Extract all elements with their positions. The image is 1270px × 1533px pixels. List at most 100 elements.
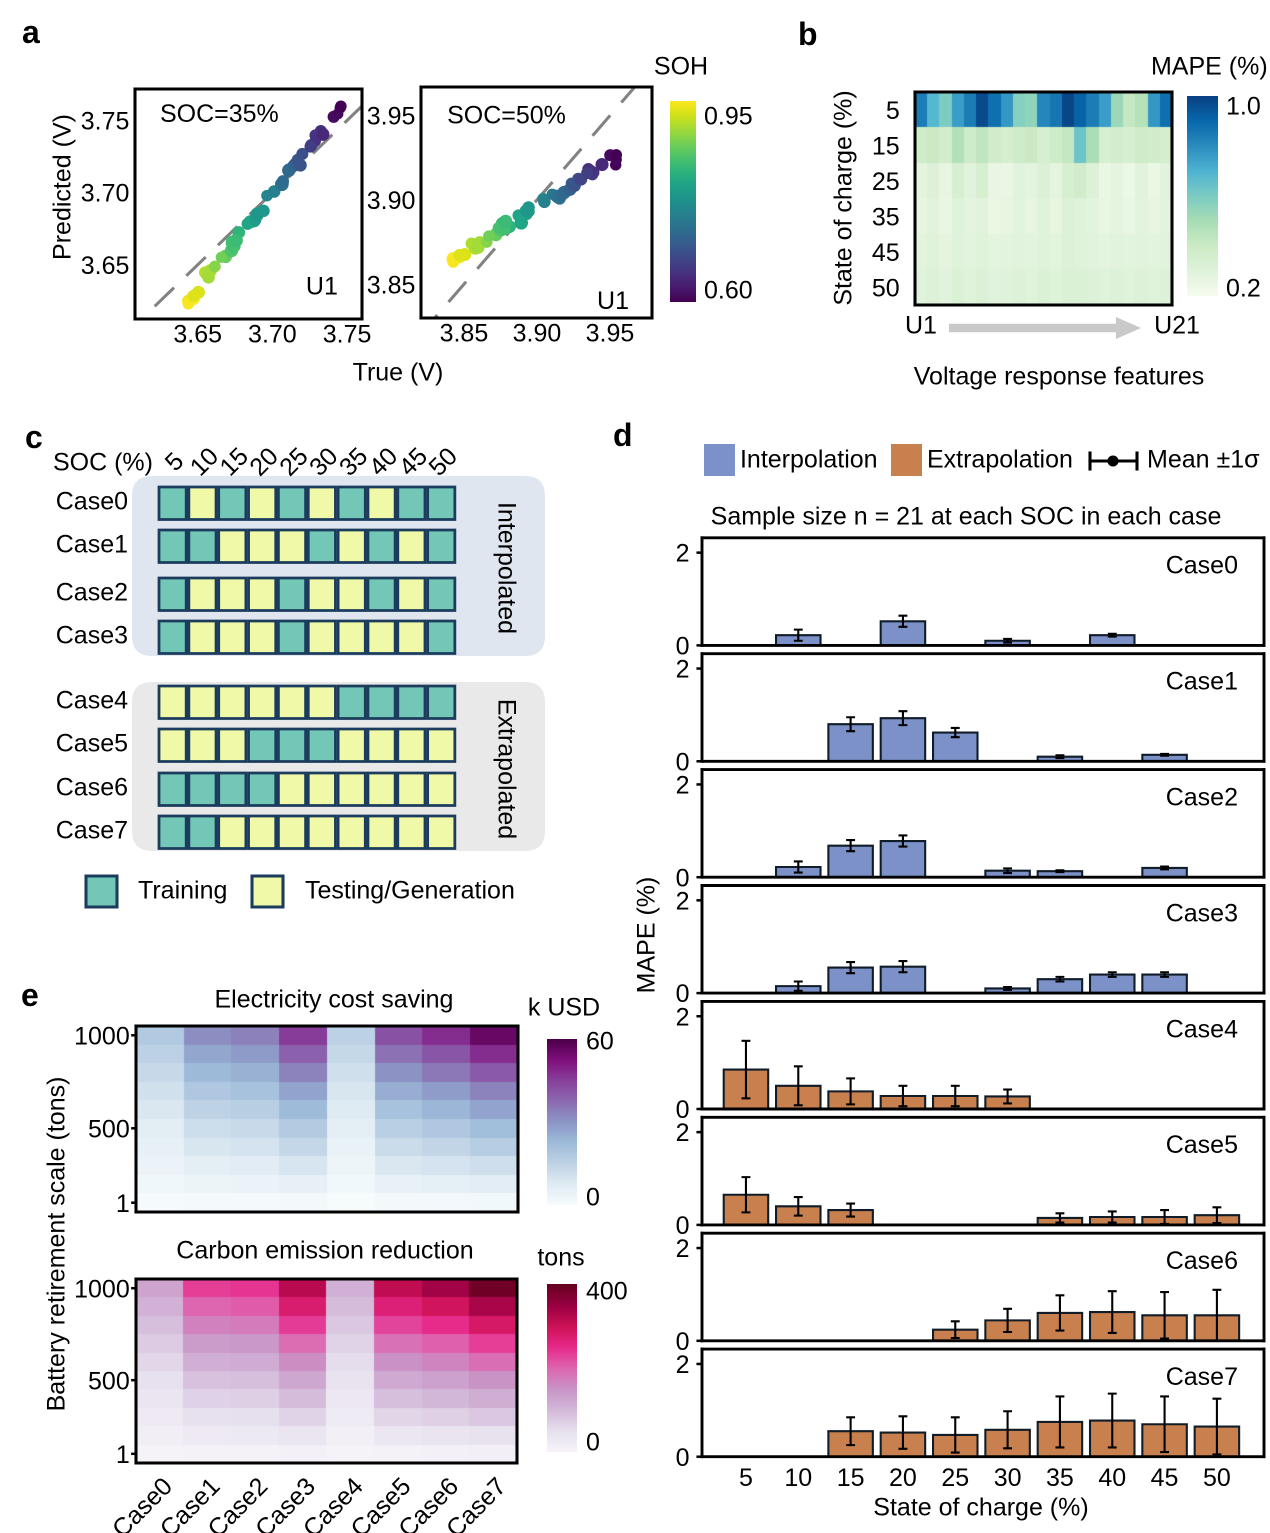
svg-text:Electricity cost saving: Electricity cost saving	[215, 985, 454, 1013]
svg-text:3.75: 3.75	[323, 321, 372, 349]
svg-text:0: 0	[676, 1328, 690, 1356]
svg-text:0.95: 0.95	[704, 102, 753, 130]
svg-text:U1: U1	[306, 272, 338, 300]
svg-text:Testing/Generation: Testing/Generation	[305, 876, 515, 904]
svg-text:tons: tons	[537, 1243, 584, 1271]
svg-text:50: 50	[872, 274, 900, 302]
svg-text:Case0: Case0	[56, 488, 128, 516]
svg-text:0: 0	[676, 1096, 690, 1124]
svg-text:0: 0	[676, 748, 690, 776]
svg-text:400: 400	[586, 1277, 628, 1305]
svg-text:500: 500	[88, 1367, 130, 1395]
svg-text:Case5: Case5	[56, 730, 128, 758]
svg-text:Case4: Case4	[1166, 1015, 1238, 1043]
svg-text:U21: U21	[1154, 311, 1200, 339]
svg-text:500: 500	[88, 1115, 130, 1143]
svg-text:60: 60	[586, 1027, 614, 1055]
svg-text:2: 2	[676, 1235, 690, 1263]
svg-text:0: 0	[676, 1212, 690, 1240]
svg-text:0.60: 0.60	[704, 276, 753, 304]
svg-text:Case1: Case1	[1166, 668, 1238, 696]
svg-text:Carbon emission reduction: Carbon emission reduction	[176, 1236, 473, 1264]
svg-text:Case5: Case5	[1166, 1131, 1238, 1159]
svg-text:2: 2	[676, 887, 690, 915]
svg-text:Training: Training	[138, 876, 227, 904]
svg-text:3.65: 3.65	[81, 252, 130, 280]
svg-text:35: 35	[1046, 1464, 1074, 1492]
svg-text:Mean ±1σ: Mean ±1σ	[1147, 445, 1260, 473]
svg-text:35: 35	[872, 203, 900, 231]
svg-text:0.2: 0.2	[1226, 274, 1261, 302]
svg-text:SOC=50%: SOC=50%	[447, 101, 566, 129]
svg-text:SOC (%): SOC (%)	[53, 448, 153, 476]
svg-text:30: 30	[994, 1464, 1022, 1492]
svg-text:3.95: 3.95	[367, 103, 416, 131]
svg-text:c: c	[25, 419, 43, 455]
svg-text:0: 0	[676, 980, 690, 1008]
svg-text:Case7: Case7	[56, 817, 128, 845]
svg-text:Interpolation: Interpolation	[740, 445, 878, 473]
svg-text:25: 25	[941, 1464, 969, 1492]
svg-text:15: 15	[872, 132, 900, 160]
svg-text:SOC=35%: SOC=35%	[160, 100, 279, 128]
svg-text:3.85: 3.85	[367, 271, 416, 299]
svg-text:3.85: 3.85	[440, 320, 489, 348]
svg-text:20: 20	[889, 1464, 917, 1492]
svg-text:Case6: Case6	[1166, 1247, 1238, 1275]
svg-text:0: 0	[676, 632, 690, 660]
svg-text:1000: 1000	[74, 1022, 130, 1050]
svg-text:Sample size n = 21 at each SOC: Sample size n = 21 at each SOC in each c…	[711, 502, 1222, 530]
svg-text:Voltage response features: Voltage response features	[914, 362, 1204, 390]
svg-text:Case1: Case1	[56, 531, 128, 559]
svg-text:10: 10	[784, 1464, 812, 1492]
svg-text:b: b	[798, 16, 818, 52]
svg-text:15: 15	[837, 1464, 865, 1492]
svg-text:50: 50	[1203, 1464, 1231, 1492]
svg-text:3.65: 3.65	[173, 321, 222, 349]
svg-text:MAPE (%): MAPE (%)	[632, 877, 660, 994]
svg-text:3.90: 3.90	[513, 320, 562, 348]
svg-text:0: 0	[586, 1183, 600, 1211]
svg-text:2: 2	[676, 1119, 690, 1147]
svg-text:3.95: 3.95	[586, 320, 635, 348]
svg-text:40: 40	[1098, 1464, 1126, 1492]
svg-text:True (V): True (V)	[353, 358, 444, 386]
svg-text:Case6: Case6	[56, 774, 128, 802]
svg-text:Case3: Case3	[1166, 899, 1238, 927]
svg-text:3.90: 3.90	[367, 187, 416, 215]
svg-text:Extrapolation: Extrapolation	[927, 445, 1073, 473]
svg-text:1000: 1000	[74, 1275, 130, 1303]
svg-text:0: 0	[676, 1444, 690, 1472]
svg-text:Case3: Case3	[56, 622, 128, 650]
svg-text:k USD: k USD	[528, 993, 600, 1021]
svg-text:1.0: 1.0	[1226, 92, 1261, 120]
svg-text:U1: U1	[597, 287, 629, 315]
svg-text:3.75: 3.75	[81, 108, 130, 136]
svg-text:45: 45	[1151, 1464, 1179, 1492]
svg-text:45: 45	[872, 239, 900, 267]
svg-text:2: 2	[676, 656, 690, 684]
svg-text:5: 5	[886, 97, 900, 125]
svg-text:1: 1	[116, 1441, 130, 1469]
svg-text:2: 2	[676, 1003, 690, 1031]
svg-text:1: 1	[116, 1190, 130, 1218]
svg-text:Case7: Case7	[1166, 1363, 1238, 1391]
svg-text:2: 2	[676, 772, 690, 800]
svg-text:MAPE (%): MAPE (%)	[1151, 52, 1268, 80]
svg-text:Case2: Case2	[56, 579, 128, 607]
svg-text:Interpolated: Interpolated	[493, 502, 521, 634]
svg-text:Case0: Case0	[1166, 552, 1238, 580]
svg-text:2: 2	[676, 1351, 690, 1379]
svg-text:a: a	[22, 14, 40, 50]
svg-text:U1: U1	[905, 311, 937, 339]
svg-text:Predicted (V): Predicted (V)	[48, 114, 76, 260]
svg-text:State of charge (%): State of charge (%)	[873, 1493, 1088, 1521]
svg-text:3.70: 3.70	[81, 180, 130, 208]
svg-text:25: 25	[872, 168, 900, 196]
svg-text:Extrapolated: Extrapolated	[493, 699, 521, 839]
svg-text:2: 2	[676, 540, 690, 568]
svg-text:0: 0	[676, 864, 690, 892]
svg-text:State of charge (%): State of charge (%)	[829, 90, 857, 305]
svg-text:3.70: 3.70	[248, 321, 297, 349]
svg-text:d: d	[613, 417, 633, 453]
